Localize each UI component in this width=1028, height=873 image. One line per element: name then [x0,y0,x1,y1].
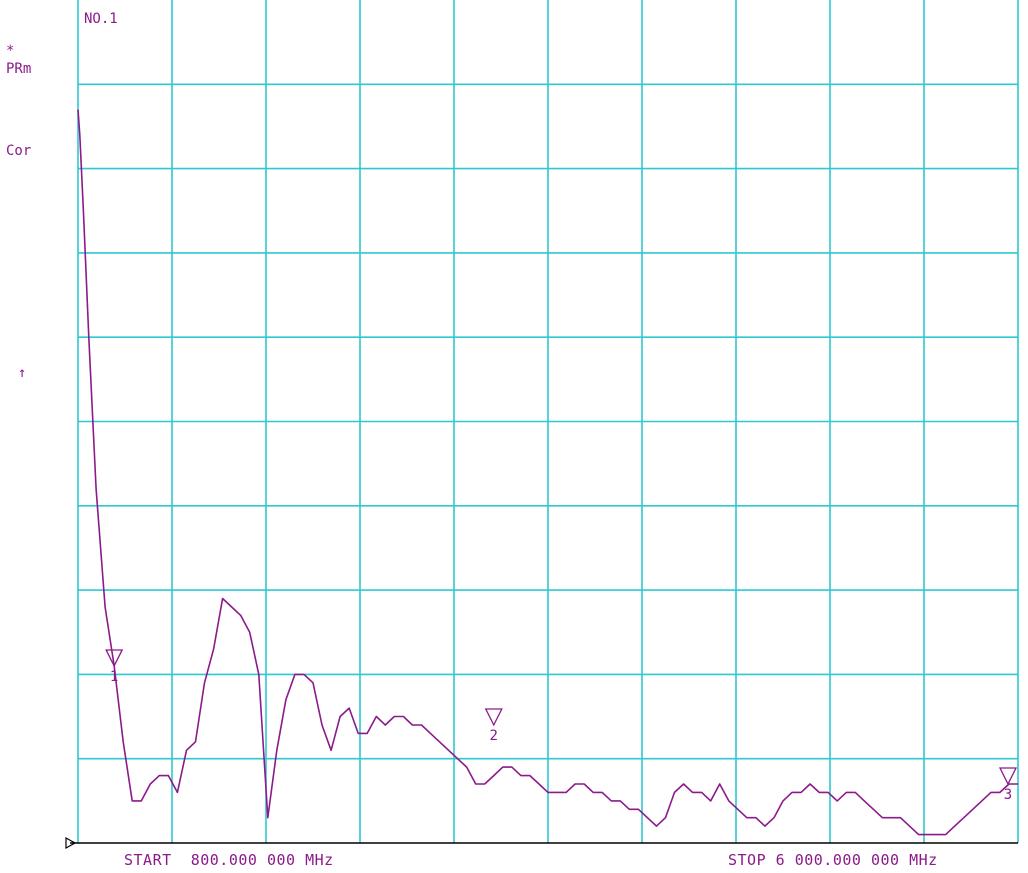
stop-frequency: STOP 6 000.000 000 MHz [728,851,938,869]
reference-level-marker [65,836,77,850]
marker-2-label: 2 [490,728,498,744]
marker-1-triangle [105,649,124,668]
reference-arrow: ↑ [18,365,27,381]
marker-2-triangle [484,708,503,727]
prm-label: PRm [6,61,32,77]
marker-3-triangle [998,767,1018,786]
channel-label: NO.1 [84,11,118,27]
marker-1-label: 1 [110,669,118,685]
asterisk-indicator: * [6,43,15,59]
measurement-trace [77,109,1018,836]
start-frequency: START 800.000 000 MHz [124,851,334,869]
marker-3-label: 3 [1004,787,1012,803]
cor-label: Cor [6,143,32,159]
